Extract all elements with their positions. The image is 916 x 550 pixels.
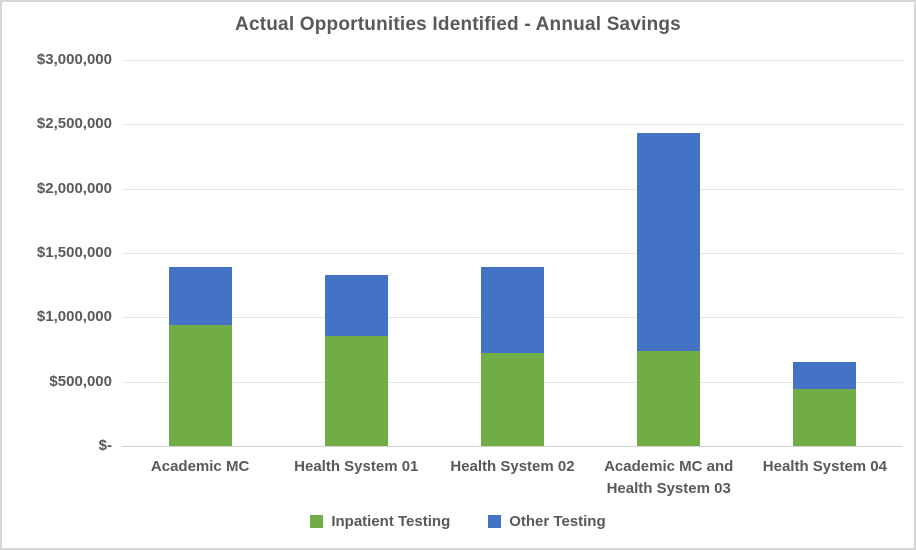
bar-segment-inpatient-testing — [637, 351, 701, 446]
legend: Inpatient Testing Other Testing — [2, 513, 914, 530]
legend-item-inpatient-testing: Inpatient Testing — [310, 513, 450, 530]
legend-label: Inpatient Testing — [331, 513, 451, 530]
bar-segment-other-testing — [793, 362, 857, 390]
x-axis-category-label: Health System 01 — [294, 458, 419, 475]
bar-segment-inpatient-testing — [324, 336, 388, 446]
gridline — [122, 188, 903, 190]
y-axis: $- $500,000 $1,000,000 $1,500,000 $2,000,000… — [2, 2, 112, 548]
chart-title: Actual Opportunities Identified - Annual… — [235, 14, 681, 35]
x-axis-line — [122, 446, 903, 447]
x-axis-category-label: Academic MC and Health System 03 — [604, 458, 734, 497]
bar-segment-inpatient-testing — [481, 353, 544, 446]
gridline — [122, 60, 903, 61]
x-axis-category-label: Academic MC — [150, 458, 250, 475]
bar-stack-academic-mc-and-health-system-03 — [637, 132, 701, 446]
y-axis-tick-label: $1,500,000 — [36, 244, 112, 261]
y-axis-tick-label: $1,000,000 — [36, 308, 112, 326]
bar-stack-health-system-04 — [793, 362, 857, 446]
legend-swatch-other-testing — [488, 515, 502, 528]
y-axis-tick-label: $2,500,000 — [36, 115, 112, 133]
bar-segment-inpatient-testing — [793, 389, 857, 446]
legend-label: Other Testing — [509, 513, 606, 530]
bar-segment-other-testing — [637, 132, 701, 352]
gridline — [122, 124, 903, 126]
bar-segment-inpatient-testing — [168, 325, 232, 446]
y-axis-tick-label: $- — [98, 437, 112, 454]
bar-stack-health-system-02 — [481, 266, 544, 446]
y-axis-tick-label: $2,000,000 — [36, 179, 112, 197]
x-axis-category-label: Health System 02 — [450, 458, 575, 475]
legend-item-other-testing: Other Testing — [488, 513, 606, 530]
bar-segment-other-testing — [324, 274, 388, 336]
x-axis-category-label: Health System 04 — [762, 458, 887, 475]
bar-segment-other-testing — [168, 267, 232, 326]
legend-swatch-inpatient-testing — [310, 515, 324, 528]
bar-stack-health-system-01 — [324, 274, 388, 446]
y-axis-tick-label: $500,000 — [49, 372, 112, 390]
plot-area — [122, 60, 903, 447]
gridline — [122, 253, 903, 254]
bar-stack-academic-mc — [168, 267, 232, 446]
bar-segment-other-testing — [481, 266, 544, 354]
y-axis-tick-label: $3,000,000 — [36, 51, 112, 68]
